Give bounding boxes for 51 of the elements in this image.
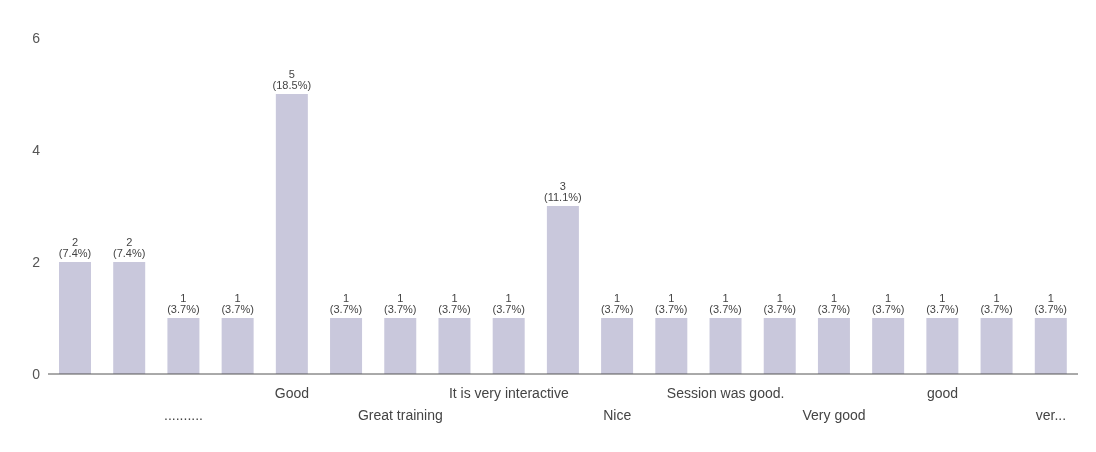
data-label: 1 (3.7%): [221, 292, 254, 315]
bar: [655, 318, 688, 374]
x-tick-label: Great training: [357, 407, 443, 423]
x-tick-label: Nice: [603, 407, 632, 423]
bar: [980, 318, 1013, 374]
y-tick-label: 6: [32, 29, 41, 46]
bar: [221, 318, 254, 374]
x-tick-label: Good: [274, 385, 310, 401]
x-tick-label: It is very interactive: [448, 385, 569, 401]
bar: [763, 318, 796, 374]
data-label: 1 (3.7%): [980, 292, 1013, 315]
bar: [709, 318, 742, 374]
x-tick-label: Session was good.: [666, 385, 785, 401]
bar: [113, 262, 146, 374]
data-label: 1 (3.7%): [926, 292, 959, 315]
data-label: 1 (3.7%): [384, 292, 417, 315]
bar: [601, 318, 634, 374]
data-label: 1 (3.7%): [763, 292, 796, 315]
bar: [167, 318, 200, 374]
data-label: 1 (3.7%): [1034, 292, 1067, 315]
bar: [817, 318, 850, 374]
data-label: 1 (3.7%): [871, 292, 905, 315]
y-tick-label: 0: [32, 365, 41, 382]
data-label: 3 (11.1%): [544, 180, 582, 203]
bar: [546, 206, 579, 374]
data-label: 2 (7.4%): [113, 236, 146, 259]
bar: [1034, 318, 1067, 374]
data-label: 1 (3.7%): [492, 292, 525, 315]
data-label: 1 (3.7%): [600, 292, 634, 315]
data-label: 5 (18.5%): [272, 68, 312, 91]
data-label: 1 (3.7%): [709, 292, 742, 315]
bar: [330, 318, 363, 374]
data-label: 1 (3.7%): [817, 292, 851, 315]
data-label: 1 (3.7%): [655, 292, 688, 315]
data-label: 2 (7.4%): [58, 236, 92, 259]
data-label: 1 (3.7%): [329, 292, 363, 315]
x-tick-label: ..........: [164, 407, 203, 423]
x-tick-label: ver...: [1035, 407, 1067, 423]
bar: [872, 318, 905, 374]
bar: [438, 318, 471, 374]
x-tick-label: good: [926, 385, 959, 401]
bar: [492, 318, 525, 374]
bar: [275, 94, 308, 374]
x-tick-label: Very good: [802, 407, 866, 423]
data-label: 1 (3.7%): [438, 292, 471, 315]
bar: [59, 262, 91, 374]
data-label: 1 (3.7%): [167, 292, 200, 315]
bar: [926, 318, 959, 374]
y-tick-label: 4: [32, 141, 41, 158]
bar: [384, 318, 417, 374]
y-tick-label: 2: [32, 253, 41, 270]
